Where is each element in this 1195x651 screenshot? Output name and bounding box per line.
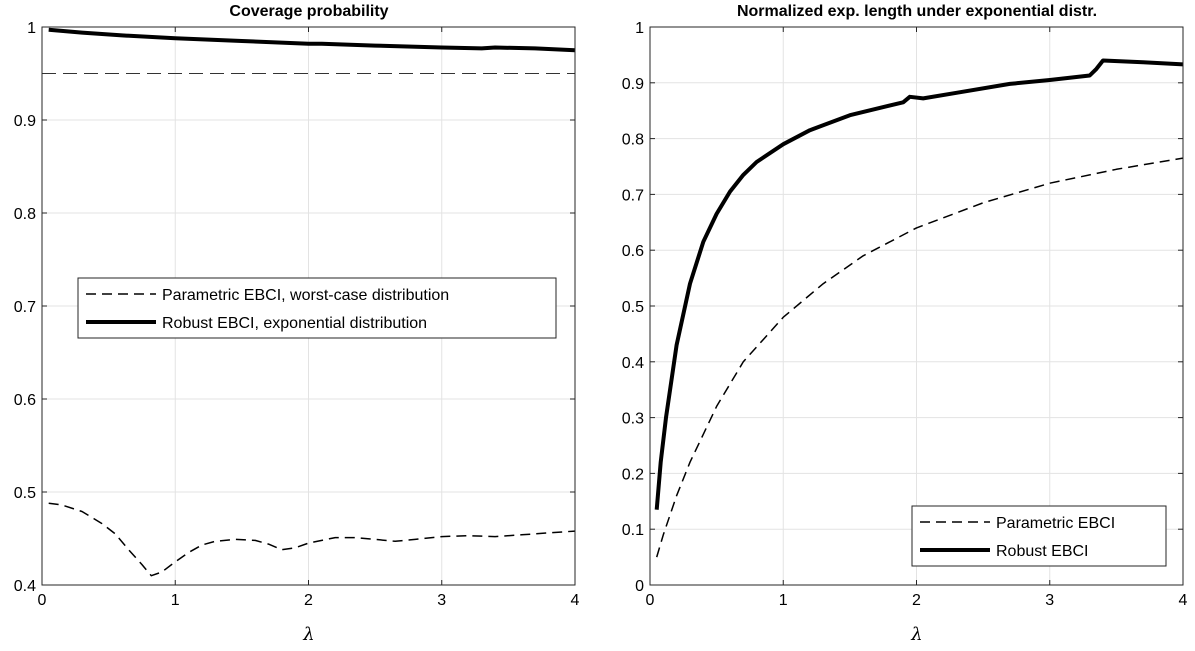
coverage-probability-panel: Coverage probability λ 0 1 2 3 4 0.4 0.5 0.6 0.7…	[14, 3, 580, 645]
x-tick-label: 4	[571, 592, 580, 609]
legend-box	[911, 505, 1167, 567]
y-tick-label: 0.6	[622, 243, 644, 260]
x-axis-label: λ	[302, 624, 314, 645]
y-tick-label: 0.6	[14, 392, 36, 409]
legend-box	[77, 277, 557, 339]
y-tick-label: 0.9	[622, 76, 644, 93]
y-tick-label: 0.5	[622, 299, 644, 316]
legend-label: Robust EBCI	[996, 543, 1088, 560]
chart-title: Normalized exp. length under exponential…	[737, 3, 1097, 20]
series-line-0	[48, 502, 576, 577]
y-tick-label: 0.4	[622, 355, 644, 372]
y-tick-label: 0	[635, 578, 644, 595]
x-tick-label: 0	[38, 592, 47, 609]
y-tick-label: 0.8	[14, 206, 36, 223]
y-tick-label: 0.5	[14, 485, 36, 502]
y-tick-label: 1	[27, 20, 36, 37]
y-tick-label: 0.3	[622, 411, 644, 428]
x-tick-label: 2	[912, 592, 921, 609]
y-tick-label: 0.4	[14, 578, 36, 595]
x-tick-label: 3	[1045, 592, 1054, 609]
y-tick-label: 0.7	[14, 299, 36, 316]
y-tick-label: 0.1	[622, 522, 644, 539]
axes-box	[41, 26, 576, 586]
series-line-1	[654, 58, 1184, 510]
x-tick-label: 0	[646, 592, 655, 609]
series-line-1	[48, 27, 576, 53]
axes-box	[649, 26, 1184, 586]
x-axis-label: λ	[910, 624, 922, 645]
x-tick-label: 1	[779, 592, 788, 609]
legend-label: Parametric EBCI	[996, 515, 1115, 532]
x-tick-label: 1	[171, 592, 180, 609]
x-tick-label: 3	[437, 592, 446, 609]
chart-title: Coverage probability	[229, 3, 388, 20]
y-tick-label: 0.7	[622, 187, 644, 204]
legend-label: Parametric EBCI, worst-case distribution	[162, 287, 449, 304]
x-tick-label: 2	[304, 592, 313, 609]
legend-label: Robust EBCI, exponential distribution	[162, 315, 427, 332]
normalized-length-panel: Normalized exp. length under exponential…	[622, 3, 1188, 645]
series-line-0	[655, 157, 1184, 558]
y-tick-label: 0.2	[622, 466, 644, 483]
y-tick-label: 0.9	[14, 113, 36, 130]
y-tick-label: 1	[635, 20, 644, 37]
x-tick-label: 4	[1179, 592, 1188, 609]
y-tick-label: 0.8	[622, 132, 644, 149]
